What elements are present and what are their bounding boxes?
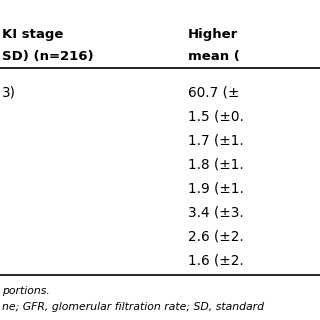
Text: 3): 3)	[2, 85, 16, 99]
Text: 1.7 (±1.: 1.7 (±1.	[188, 133, 244, 147]
Text: 1.9 (±1.: 1.9 (±1.	[188, 181, 244, 195]
Text: KI stage: KI stage	[2, 28, 63, 41]
Text: portions.: portions.	[2, 286, 50, 296]
Text: 1.6 (±2.: 1.6 (±2.	[188, 253, 244, 267]
Text: 60.7 (±: 60.7 (±	[188, 85, 239, 99]
Text: Higher: Higher	[188, 28, 238, 41]
Text: 3.4 (±3.: 3.4 (±3.	[188, 205, 244, 219]
Text: 1.5 (±0.: 1.5 (±0.	[188, 109, 244, 123]
Text: SD) (n=216): SD) (n=216)	[2, 50, 94, 63]
Text: 2.6 (±2.: 2.6 (±2.	[188, 229, 244, 243]
Text: ne; GFR, glomerular filtration rate; SD, standard: ne; GFR, glomerular filtration rate; SD,…	[2, 302, 264, 312]
Text: mean (: mean (	[188, 50, 240, 63]
Text: 1.8 (±1.: 1.8 (±1.	[188, 157, 244, 171]
